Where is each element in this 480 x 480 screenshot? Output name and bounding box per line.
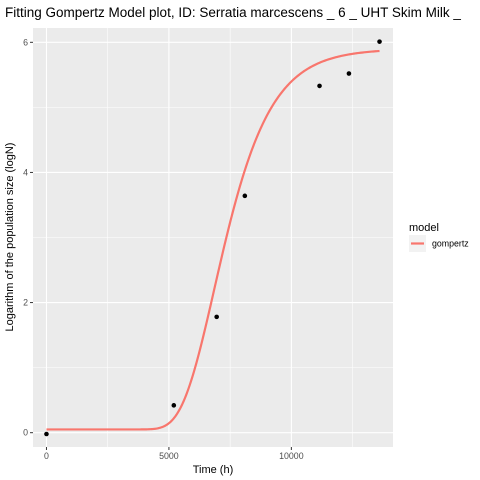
- y-tick-label: 2: [23, 298, 28, 308]
- y-tick-label: 6: [23, 37, 28, 47]
- legend-title: model: [409, 222, 439, 234]
- y-axis: 0 2 4 6: [23, 37, 33, 438]
- data-point: [346, 71, 352, 76]
- chart-title: Fitting Gompertz Model plot, ID: Serrati…: [5, 5, 461, 20]
- x-tick-label: 10000: [279, 451, 304, 461]
- series-line-gompertz: [46, 49, 380, 431]
- data-point: [44, 431, 49, 437]
- curve-layer: [46, 49, 380, 431]
- point-layer: [44, 39, 382, 437]
- data-point: [377, 39, 382, 44]
- data-point: [317, 83, 322, 89]
- legend: model gompertz: [409, 222, 469, 252]
- x-tick-label: 5000: [159, 451, 179, 461]
- grid-minor: [33, 28, 393, 447]
- grid-major: [33, 28, 393, 447]
- legend-label-gompertz: gompertz: [432, 239, 469, 249]
- data-point: [242, 193, 248, 199]
- x-axis: 0 5000 10000: [44, 447, 304, 461]
- x-tick-label: 0: [44, 451, 49, 461]
- x-axis-title: Time (h): [193, 464, 234, 476]
- y-tick-label: 0: [23, 428, 28, 438]
- data-point: [171, 403, 177, 408]
- y-tick-label: 4: [23, 167, 28, 177]
- data-point: [214, 314, 219, 320]
- y-axis-title: Logarithm of the population size (logN): [4, 143, 16, 332]
